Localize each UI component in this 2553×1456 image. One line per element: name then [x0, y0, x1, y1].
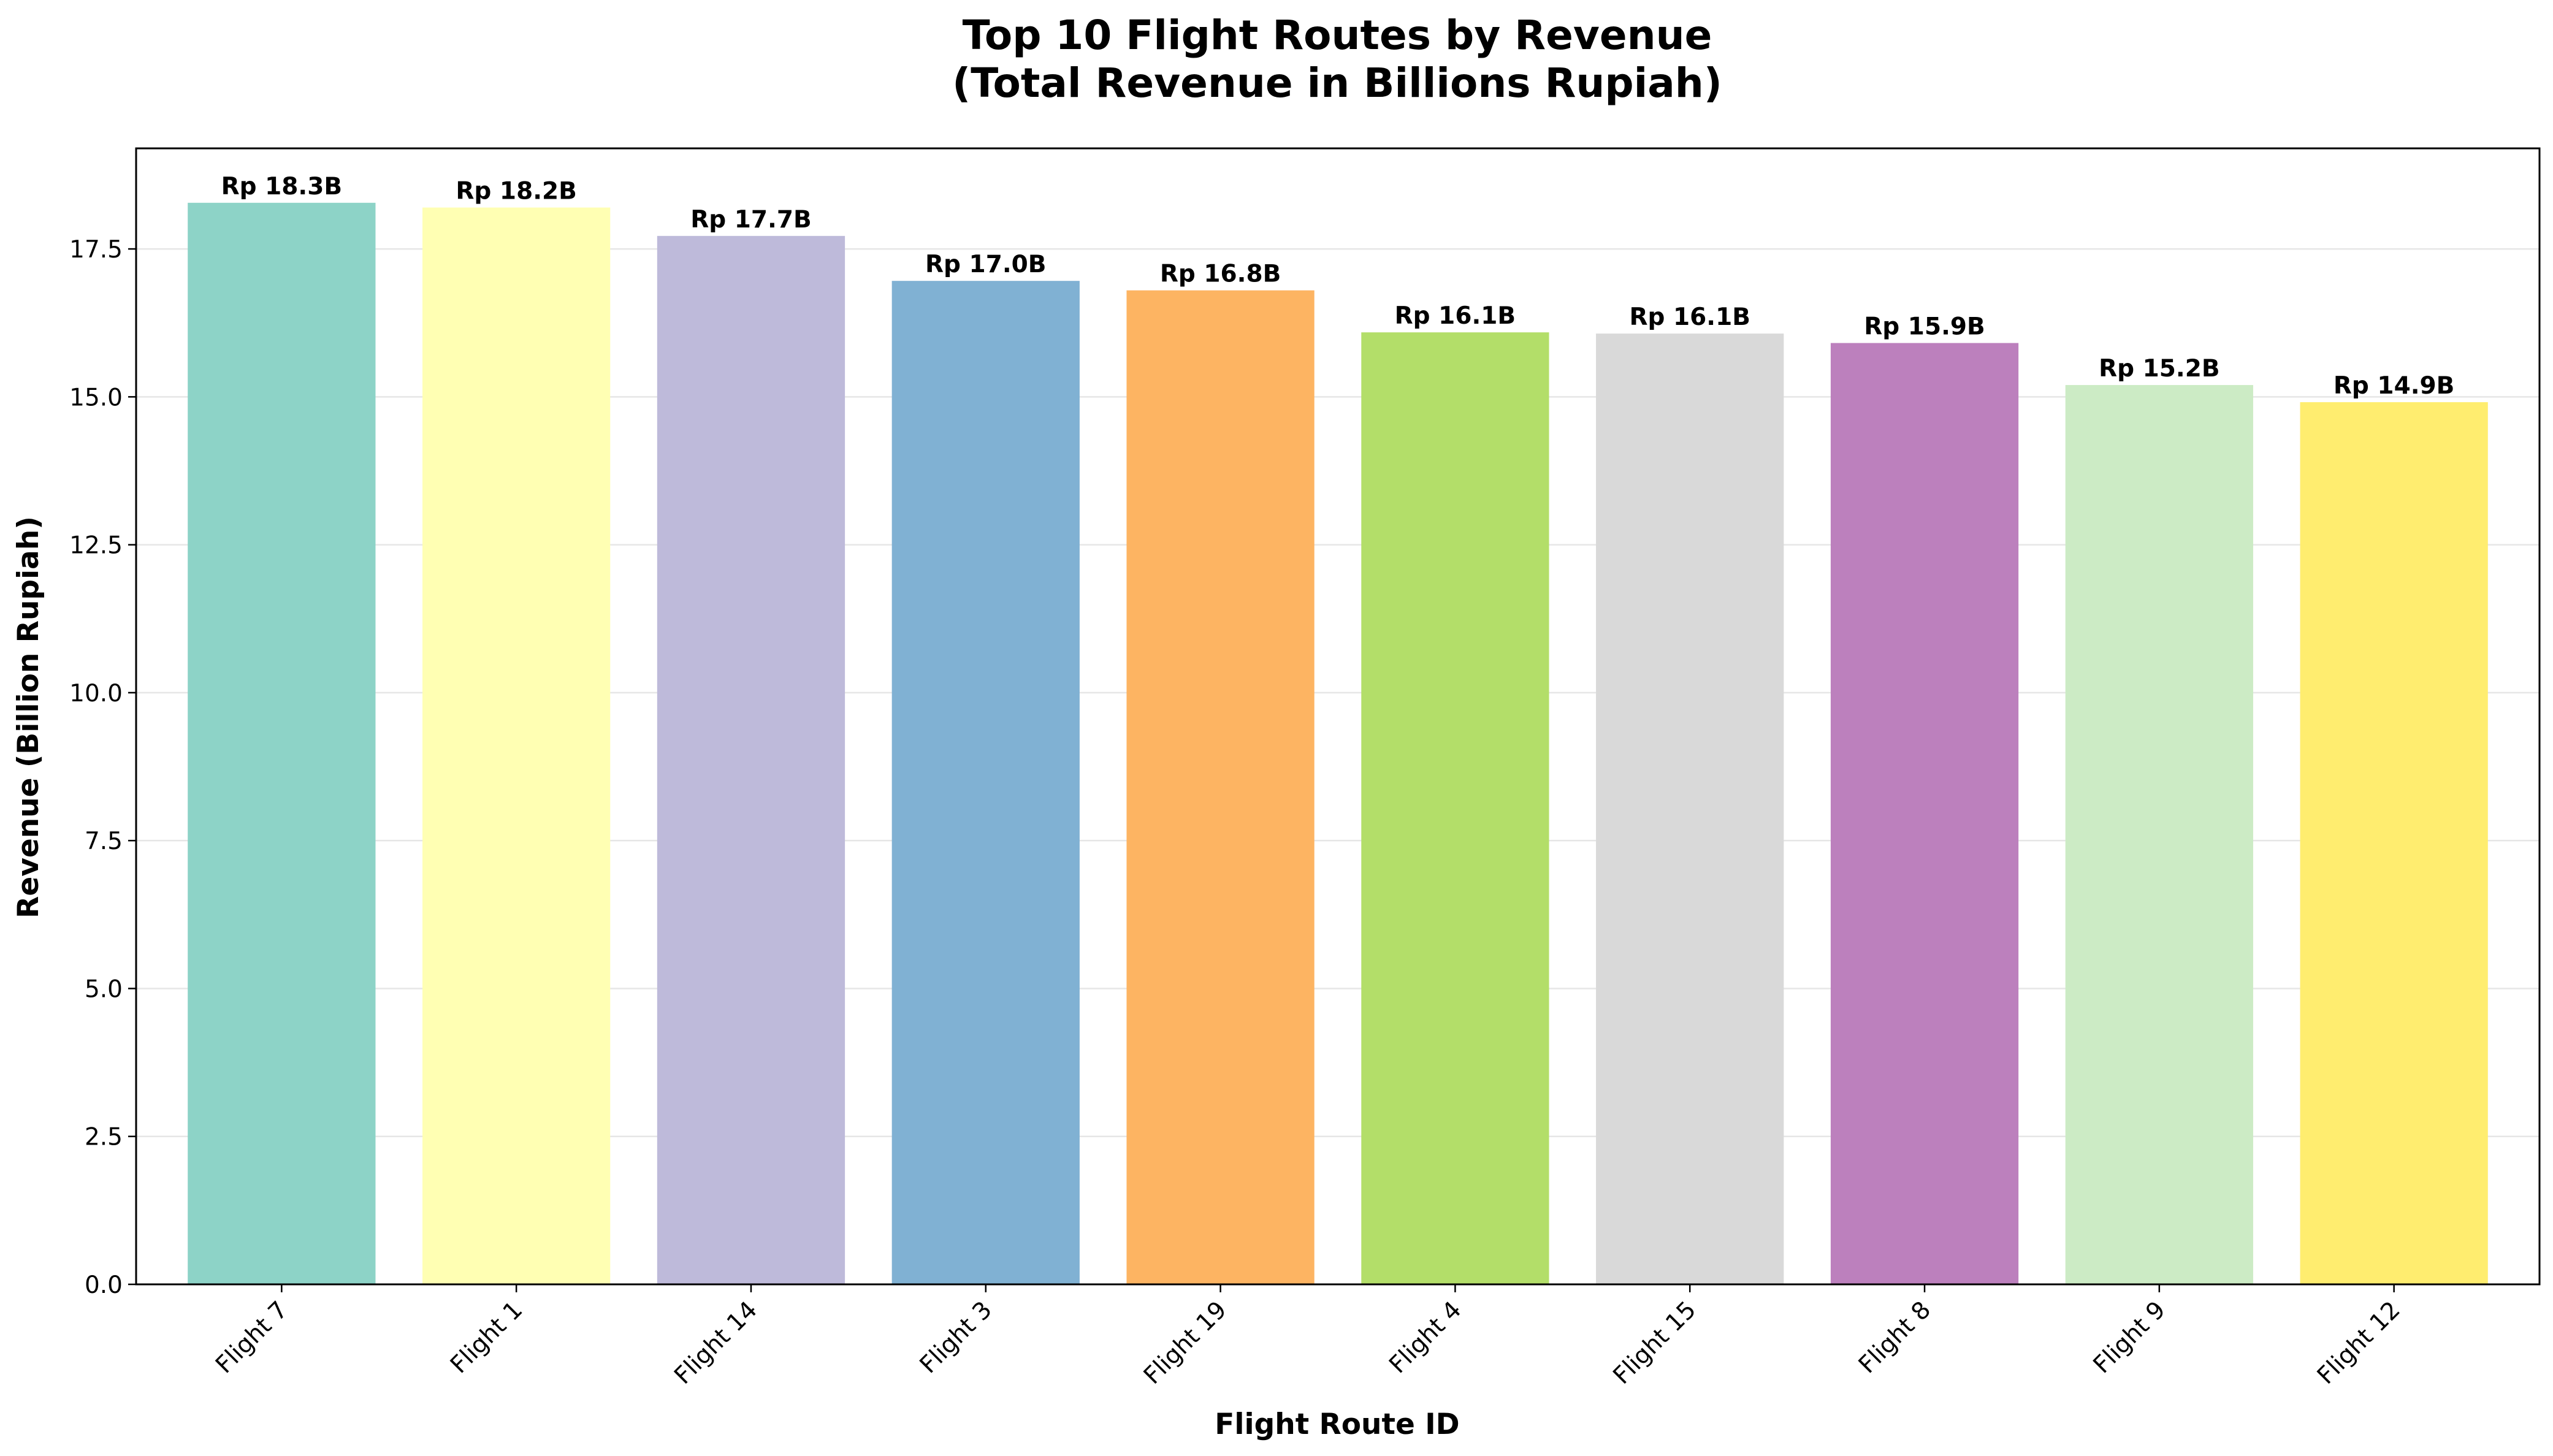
y-tick-label: 7.5: [85, 828, 123, 855]
y-tick-label: 15.0: [69, 384, 123, 411]
bar-flight-7: [188, 202, 376, 1285]
data-label: Rp 17.0B: [925, 251, 1046, 278]
data-label: Rp 15.9B: [1864, 313, 1985, 341]
y-tick-label: 0.0: [85, 1271, 123, 1299]
data-label: Rp 18.2B: [456, 178, 576, 205]
data-label: Rp 16.1B: [1629, 303, 1750, 331]
y-tick-label: 5.0: [85, 975, 123, 1003]
x-axis-label: Flight Route ID: [1215, 1408, 1459, 1441]
x-tick-label: Flight 3: [915, 1296, 998, 1379]
bar-flight-1: [422, 207, 611, 1285]
bar-flight-3: [891, 281, 1080, 1284]
x-tick-label: Flight 14: [669, 1296, 763, 1390]
data-label: Rp 17.7B: [690, 206, 811, 234]
y-tick-label: 10.0: [69, 680, 123, 707]
bar-flight-14: [657, 235, 845, 1284]
plot-frame: [135, 147, 2541, 1286]
y-tick-label: 17.5: [69, 236, 123, 264]
x-tick-label: Flight 9: [2088, 1296, 2171, 1379]
bar-flight-8: [1830, 343, 2019, 1284]
data-label: Rp 16.1B: [1395, 302, 1516, 330]
x-tick-label: Flight 4: [1384, 1296, 1467, 1379]
bar-flight-4: [1361, 332, 1549, 1284]
data-labels: Rp 18.3B Rp 18.2B Rp 17.7B Rp 17.0B Rp 16.8B…: [221, 173, 2455, 400]
y-tick-label: 2.5: [85, 1124, 123, 1151]
bar-flight-19: [1126, 290, 1315, 1284]
x-tick-label: Flight 12: [2312, 1296, 2406, 1390]
y-tick-label: 12.5: [69, 532, 123, 560]
x-tick-label: Flight 19: [1139, 1296, 1232, 1390]
x-tick-label: Flight 7: [210, 1296, 293, 1379]
data-label: Rp 14.9B: [2334, 372, 2454, 400]
x-tick-label: Flight 15: [1608, 1296, 1702, 1390]
bar-flight-9: [2065, 385, 2253, 1284]
bar-flight-12: [2300, 402, 2488, 1284]
data-label: Rp 15.2B: [2099, 355, 2219, 383]
y-axis-ticks: 0.0 2.5 5.0 7.5 10.0 12.5 15.0 17.5: [69, 236, 136, 1299]
x-axis-ticks: Flight 7 Flight 1 Flight 14 Flight 3 Flight …: [210, 1284, 2406, 1390]
data-label: Rp 16.8B: [1160, 261, 1281, 288]
bars: [188, 202, 2488, 1285]
x-tick-label: Flight 8: [1853, 1296, 1936, 1379]
chart-subtitle: (Total Revenue in Billions Rupiah): [952, 59, 1722, 107]
data-label: Rp 18.3B: [221, 173, 342, 200]
chart-title: Top 10 Flight Routes by Revenue: [963, 12, 1712, 59]
x-tick-label: Flight 1: [445, 1296, 528, 1379]
y-axis-label: Revenue (Billion Rupiah): [12, 516, 45, 918]
bar-flight-15: [1596, 334, 1784, 1284]
